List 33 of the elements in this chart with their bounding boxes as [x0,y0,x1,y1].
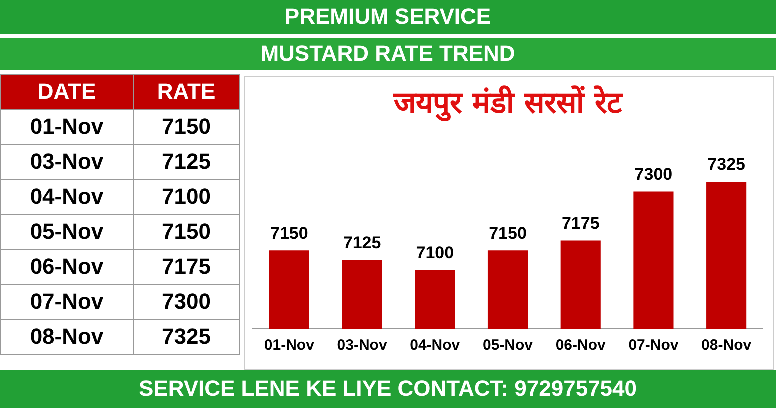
data-label: 7150 [270,224,308,243]
data-label: 7125 [343,234,382,253]
data-label: 7175 [133,250,240,284]
data-label: 7300 [133,284,240,320]
data-label: 7150 [489,224,527,243]
text: DATE [0,74,134,110]
category-label: 05-Nov [0,214,134,250]
x-tick-label: 05-Nov [482,337,534,354]
text: RATE [133,74,240,110]
category-label: 04-Nov [0,180,134,214]
x-tick-label: 04-Nov [410,337,461,354]
x-tick-label: 03-Nov [337,337,388,354]
header-banner: PREMIUM SERVICE [0,0,776,34]
chart-title: जयपुर मंडी सरसों रेट [392,84,624,122]
data-label: 7325 [133,320,240,354]
data-label: 7100 [133,180,240,214]
category-label: 01-Nov [0,110,134,144]
data-label: 7325 [708,155,746,174]
data-label: 7175 [562,214,600,233]
data-label: 7100 [416,243,454,262]
subheader-banner: MUSTARD RATE TREND [0,38,776,70]
x-tick-label: 06-Nov [556,337,607,354]
x-tick-label: 07-Nov [628,337,680,354]
x-tick-label: 01-Nov [264,337,316,354]
x-tick-label: 08-Nov [702,337,752,354]
category-label: 06-Nov [0,250,134,284]
data-label: 7150 [133,110,240,144]
data-label: 7125 [133,144,240,180]
category-label: 07-Nov [0,284,134,320]
category-label: 03-Nov [0,144,134,180]
data-label: 7150 [133,214,240,250]
footer-banner: SERVICE LENE KE LIYE CONTACT: 9729757540 [0,370,776,408]
data-label: 7300 [634,164,673,184]
